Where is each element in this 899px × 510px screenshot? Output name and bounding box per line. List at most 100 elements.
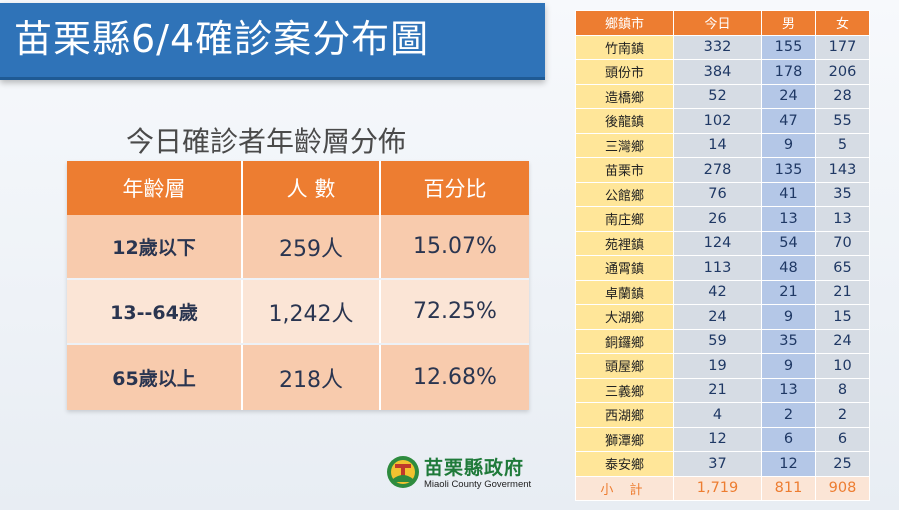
township-cell: 苑裡鎮 <box>575 230 674 256</box>
male-cell: 13 <box>761 377 816 403</box>
today-cell: 4 <box>673 402 762 428</box>
today-cell: 76 <box>673 181 762 207</box>
table-row: 銅鑼鄉 59 35 24 <box>575 328 870 354</box>
township-cell: 三灣鄉 <box>575 132 674 158</box>
county-government-logo: 苗栗縣政府 Miaoli County Goverment <box>386 455 546 495</box>
county-emblem-icon <box>387 456 419 488</box>
female-cell: 65 <box>815 255 870 281</box>
township-cell: 南庄鄉 <box>575 206 674 232</box>
today-cell: 52 <box>673 83 762 109</box>
age-distribution-table: 年齡層 人 數 百分比 12歲以下 259人 15.07% 13--64歲 1,… <box>67 161 529 410</box>
count-cell: 259人 <box>243 215 381 278</box>
township-cell: 竹南鎮 <box>575 34 674 60</box>
count-header: 人 數 <box>243 161 381 215</box>
township-cell: 泰安鄉 <box>575 451 674 477</box>
table-row: 竹南鎮 332 155 177 <box>575 34 870 60</box>
logo-english-text: Miaoli County Goverment <box>424 479 532 490</box>
female-cell: 35 <box>815 181 870 207</box>
age-table-header: 年齡層 人 數 百分比 <box>67 161 529 215</box>
percent-cell: 72.25% <box>413 299 497 324</box>
logo-name-text: 苗栗縣政府 <box>424 457 525 479</box>
table-row: 三義鄉 21 13 8 <box>575 377 870 403</box>
township-cell: 造橋鄉 <box>575 83 674 109</box>
title-banner: 苗栗縣6/4確診案分布圖 <box>0 3 545 80</box>
male-cell: 9 <box>761 304 816 330</box>
table-row: 通霄鎮 113 48 65 <box>575 255 870 281</box>
table-row: 大湖鄉 24 9 15 <box>575 304 870 330</box>
today-cell: 14 <box>673 132 762 158</box>
township-cell: 銅鑼鄉 <box>575 328 674 354</box>
today-cell: 332 <box>673 34 762 60</box>
today-cell: 113 <box>673 255 762 281</box>
female-cell: 13 <box>815 206 870 232</box>
female-cell: 6 <box>815 426 870 452</box>
female-cell: 8 <box>815 377 870 403</box>
male-cell: 21 <box>761 279 816 305</box>
table-row: 三灣鄉 14 9 5 <box>575 132 870 158</box>
male-header: 男 <box>761 10 816 36</box>
township-cell: 後龍鎮 <box>575 108 674 134</box>
count-cell: 218人 <box>243 345 381 410</box>
page-title: 苗栗縣6/4確診案分布圖 <box>14 17 430 61</box>
male-cell: 6 <box>761 426 816 452</box>
age-group-cell: 12歲以下 <box>67 215 243 278</box>
female-header: 女 <box>815 10 870 36</box>
female-cell: 5 <box>815 132 870 158</box>
table-row: 65歲以上 218人 12.68% <box>67 345 529 410</box>
today-cell: 59 <box>673 328 762 354</box>
female-cell: 28 <box>815 83 870 109</box>
township-cell: 頭份市 <box>575 59 674 85</box>
male-cell: 13 <box>761 206 816 232</box>
township-cell: 西湖鄉 <box>575 402 674 428</box>
female-cell: 206 <box>815 59 870 85</box>
table-row: 造橋鄉 52 24 28 <box>575 83 870 109</box>
township-case-table: 鄉鎮市 今日 男 女 竹南鎮 332 155 177 頭份市 384 178 206 造橋鄉 52… <box>575 10 870 501</box>
male-cell: 9 <box>761 353 816 379</box>
age-group-cell: 13--64歲 <box>67 280 243 343</box>
table-row: 公館鄉 76 41 35 <box>575 181 870 207</box>
female-cell: 10 <box>815 353 870 379</box>
percent-cell: 12.68% <box>413 365 497 390</box>
male-cell: 48 <box>761 255 816 281</box>
female-cell: 24 <box>815 328 870 354</box>
male-cell: 41 <box>761 181 816 207</box>
female-cell: 143 <box>815 157 870 183</box>
table-row: 獅潭鄉 12 6 6 <box>575 426 870 452</box>
today-cell: 37 <box>673 451 762 477</box>
township-header: 鄉鎮市 <box>575 10 674 36</box>
age-group-cell: 65歲以上 <box>67 345 243 410</box>
today-cell: 24 <box>673 304 762 330</box>
today-header: 今日 <box>673 10 762 36</box>
male-cell: 24 <box>761 83 816 109</box>
today-cell: 102 <box>673 108 762 134</box>
today-cell: 12 <box>673 426 762 452</box>
total-male: 811 <box>761 475 816 501</box>
today-cell: 278 <box>673 157 762 183</box>
township-cell: 公館鄉 <box>575 181 674 207</box>
township-cell: 頭屋鄉 <box>575 353 674 379</box>
female-cell: 25 <box>815 451 870 477</box>
total-female: 908 <box>815 475 870 501</box>
today-cell: 21 <box>673 377 762 403</box>
township-cell: 大湖鄉 <box>575 304 674 330</box>
table-row: 苗栗市 278 135 143 <box>575 157 870 183</box>
table-row: 卓蘭鎮 42 21 21 <box>575 279 870 305</box>
male-cell: 2 <box>761 402 816 428</box>
male-cell: 155 <box>761 34 816 60</box>
female-cell: 177 <box>815 34 870 60</box>
today-cell: 26 <box>673 206 762 232</box>
male-cell: 135 <box>761 157 816 183</box>
township-cell: 三義鄉 <box>575 377 674 403</box>
table-row: 頭屋鄉 19 9 10 <box>575 353 870 379</box>
female-cell: 2 <box>815 402 870 428</box>
table-row: 南庄鄉 26 13 13 <box>575 206 870 232</box>
table-row: 後龍鎮 102 47 55 <box>575 108 870 134</box>
female-cell: 15 <box>815 304 870 330</box>
table-row: 12歲以下 259人 15.07% <box>67 215 529 278</box>
table-row: 西湖鄉 4 2 2 <box>575 402 870 428</box>
today-cell: 42 <box>673 279 762 305</box>
township-cell: 獅潭鄉 <box>575 426 674 452</box>
total-today: 1,719 <box>673 475 762 501</box>
today-cell: 384 <box>673 59 762 85</box>
